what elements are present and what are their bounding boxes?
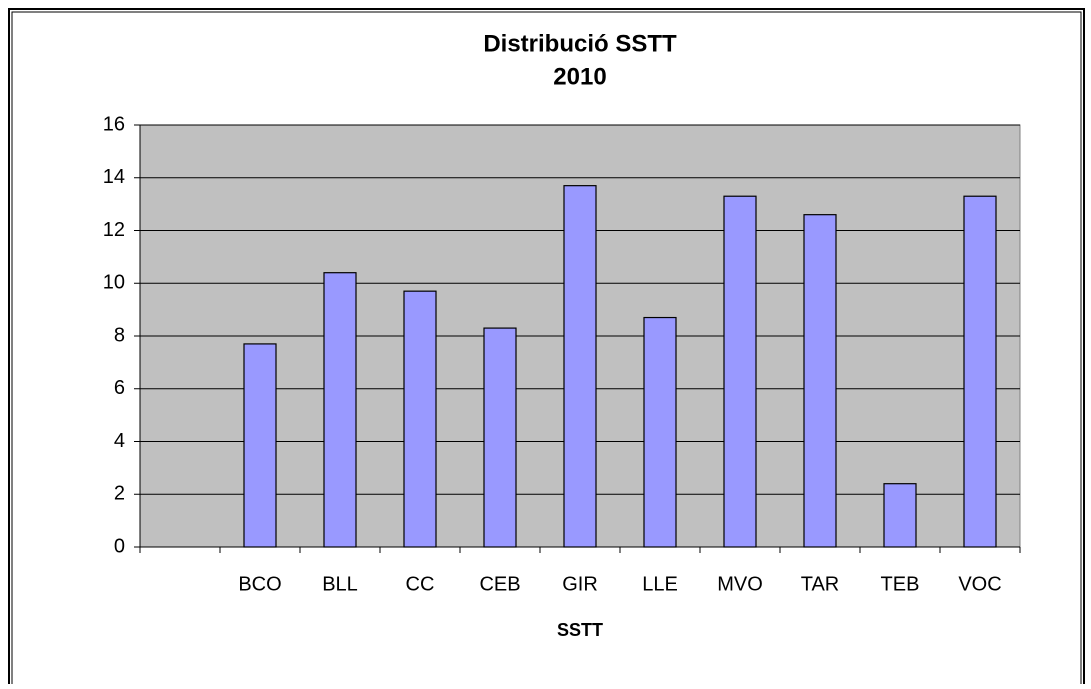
x-tick-label: VOC xyxy=(958,573,1001,595)
frame-inner xyxy=(11,11,1082,684)
x-tick-label: BLL xyxy=(322,573,358,595)
x-tick-label: CEB xyxy=(479,573,520,595)
x-tick-label: GIR xyxy=(562,573,598,595)
y-tick-label: 2 xyxy=(114,483,125,505)
bar xyxy=(563,185,597,548)
y-tick-label: 16 xyxy=(103,113,125,135)
y-tick-label: 12 xyxy=(103,219,125,241)
bar xyxy=(243,343,277,548)
chart-title: 2010 xyxy=(553,63,606,90)
x-tick-label: CC xyxy=(406,573,435,595)
bar xyxy=(483,327,517,548)
y-tick-label: 10 xyxy=(103,272,125,294)
x-tick-label: TEB xyxy=(881,573,920,595)
bar xyxy=(883,483,917,548)
bar xyxy=(643,316,677,548)
chart-title: Distribució SSTT xyxy=(483,30,677,57)
y-tick-label: 0 xyxy=(114,535,125,557)
y-tick-label: 8 xyxy=(114,324,125,346)
x-tick-label: LLE xyxy=(642,573,678,595)
x-axis-title: SSTT xyxy=(557,620,603,640)
bar xyxy=(963,195,997,548)
bar xyxy=(723,195,757,548)
bar xyxy=(803,214,837,548)
x-tick-label: MVO xyxy=(717,573,763,595)
bar xyxy=(403,290,437,548)
frame xyxy=(8,8,1085,684)
x-tick-label: TAR xyxy=(801,573,840,595)
y-tick-label: 14 xyxy=(103,166,125,188)
bar xyxy=(323,272,357,548)
y-tick-label: 4 xyxy=(114,430,125,452)
x-tick-label: BCO xyxy=(238,573,281,595)
y-tick-label: 6 xyxy=(114,377,125,399)
